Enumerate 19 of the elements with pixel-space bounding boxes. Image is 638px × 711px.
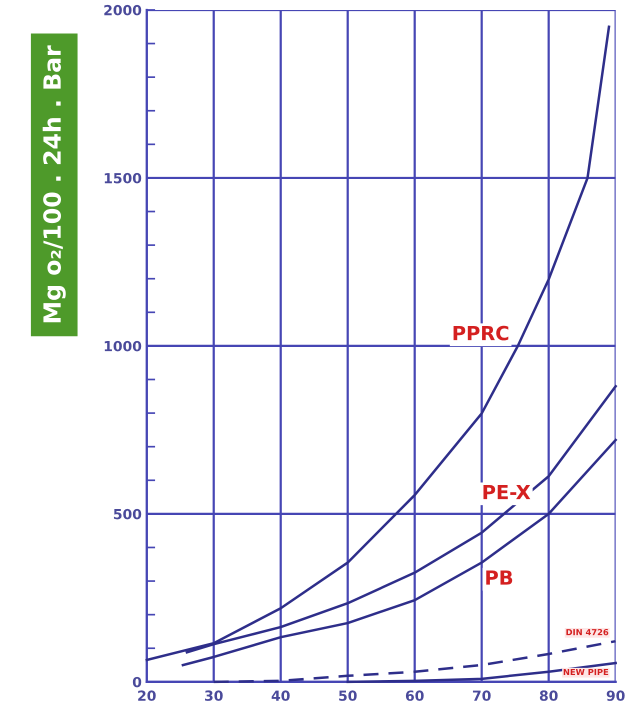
x-tick-label: 30 xyxy=(204,690,223,701)
x-tick-label: 90 xyxy=(606,690,625,701)
series-label: PPRC xyxy=(454,326,508,340)
series-label: NEW PIPE xyxy=(564,668,608,676)
y-tick-label: 1500 xyxy=(104,172,142,184)
x-tick-label: 50 xyxy=(339,690,357,701)
y-tick-label: 0 xyxy=(132,676,142,688)
y-tick-label: 1000 xyxy=(104,340,142,352)
x-tick-label: 60 xyxy=(406,690,424,701)
x-tick-label: 80 xyxy=(540,690,558,701)
x-tick-label: 40 xyxy=(272,690,290,701)
series-label: PB xyxy=(486,570,512,585)
series-label: PE-X xyxy=(483,484,530,500)
x-tick-label: 70 xyxy=(472,690,491,701)
y-tick-label: 2000 xyxy=(104,4,142,16)
y-axis-title: Mg o₂/100 . 24h . Bar xyxy=(42,45,66,322)
y-tick-label: 500 xyxy=(114,508,142,520)
x-tick-label: 20 xyxy=(138,690,156,701)
series-label: DIN 4726 xyxy=(566,628,608,636)
